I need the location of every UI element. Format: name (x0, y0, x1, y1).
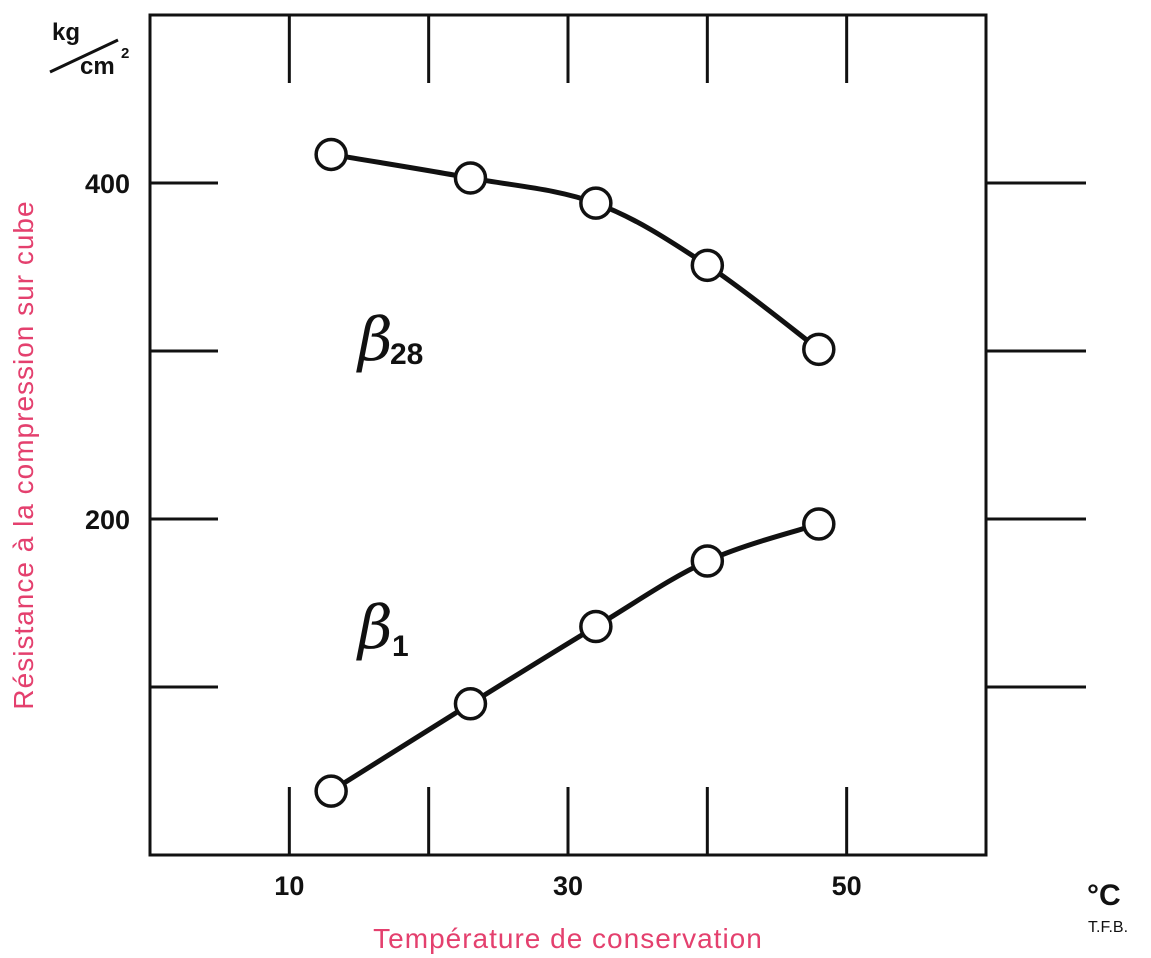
data-point (690, 544, 725, 578)
tick-labels: 10 30 50 200 400 (85, 169, 862, 901)
x-tick-label: 30 (553, 871, 583, 901)
data-point (314, 137, 348, 172)
data-point (802, 507, 836, 541)
x-axis-title: Température de conservation (373, 923, 763, 954)
plot-frame (148, 13, 988, 857)
x-tick-label: 50 (832, 871, 862, 901)
data-point (579, 609, 613, 644)
y-tick-label: 400 (85, 169, 130, 199)
data-point (314, 774, 348, 808)
series-label-beta28-symbol: β (356, 305, 393, 375)
data-point (453, 161, 488, 195)
series-lines (328, 151, 822, 794)
x-tick-label: 10 (274, 871, 304, 901)
data-point (453, 687, 488, 721)
data-point (690, 248, 725, 283)
y-unit-numerator: kg (52, 19, 80, 46)
data-point (802, 332, 836, 367)
x-unit: °C (1087, 879, 1121, 912)
y-unit-exponent: 2 (121, 45, 129, 62)
y-unit-denominator: cm (80, 53, 115, 80)
y-axis-title: Résistance à la compression sur cube (8, 200, 39, 709)
series-label-beta1-subscript: 1 (392, 630, 409, 663)
series-line-0 (328, 151, 822, 352)
ticks (150, 15, 1086, 855)
y-unit-slash (49, 38, 119, 74)
credit-text: T.F.B. (1088, 919, 1128, 936)
series-label-beta1-symbol: β (356, 593, 393, 663)
y-unit: kg cm 2 (49, 19, 129, 80)
y-tick-label: 200 (85, 505, 130, 535)
series-label-beta1: β 1 (356, 593, 409, 663)
series-label-beta28-subscript: 28 (390, 338, 423, 371)
series-points (314, 137, 836, 808)
data-point (579, 186, 613, 220)
series-label-beta28: β 28 (356, 305, 423, 375)
